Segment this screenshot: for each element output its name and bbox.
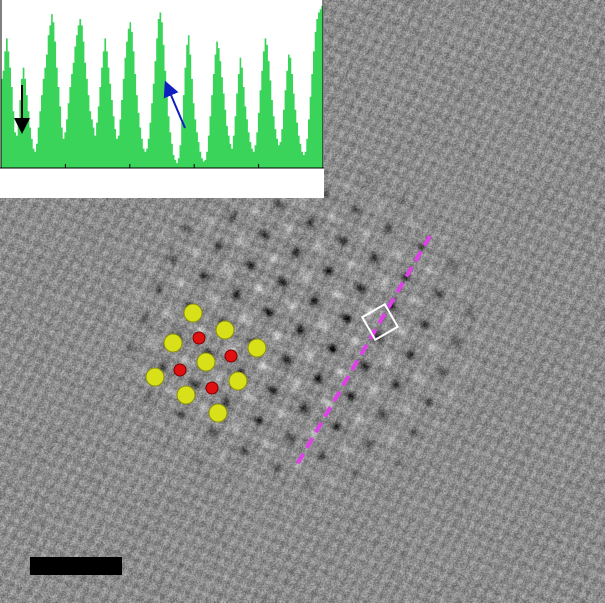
small-atom <box>205 381 219 395</box>
diagonal-arrow-icon <box>163 80 186 129</box>
large-atom <box>215 320 235 340</box>
large-atom <box>176 385 196 405</box>
small-atom <box>173 363 187 377</box>
large-atom <box>228 371 248 391</box>
large-atom <box>208 403 228 423</box>
small-atom <box>192 331 206 345</box>
intensity-profile-inset <box>0 0 324 198</box>
large-atom <box>183 303 203 323</box>
intensity-profile-area <box>1 6 323 168</box>
large-atom <box>145 367 165 387</box>
atom-model-overlay <box>145 303 267 423</box>
large-atom <box>196 352 216 372</box>
intensity-scan-line <box>293 234 432 470</box>
small-atom <box>224 349 238 363</box>
scale-bar <box>30 557 122 575</box>
large-atom <box>247 338 267 358</box>
intensity-profile-plot <box>0 0 324 169</box>
large-atom <box>163 333 183 353</box>
unit-cell-marker-box <box>360 302 400 342</box>
